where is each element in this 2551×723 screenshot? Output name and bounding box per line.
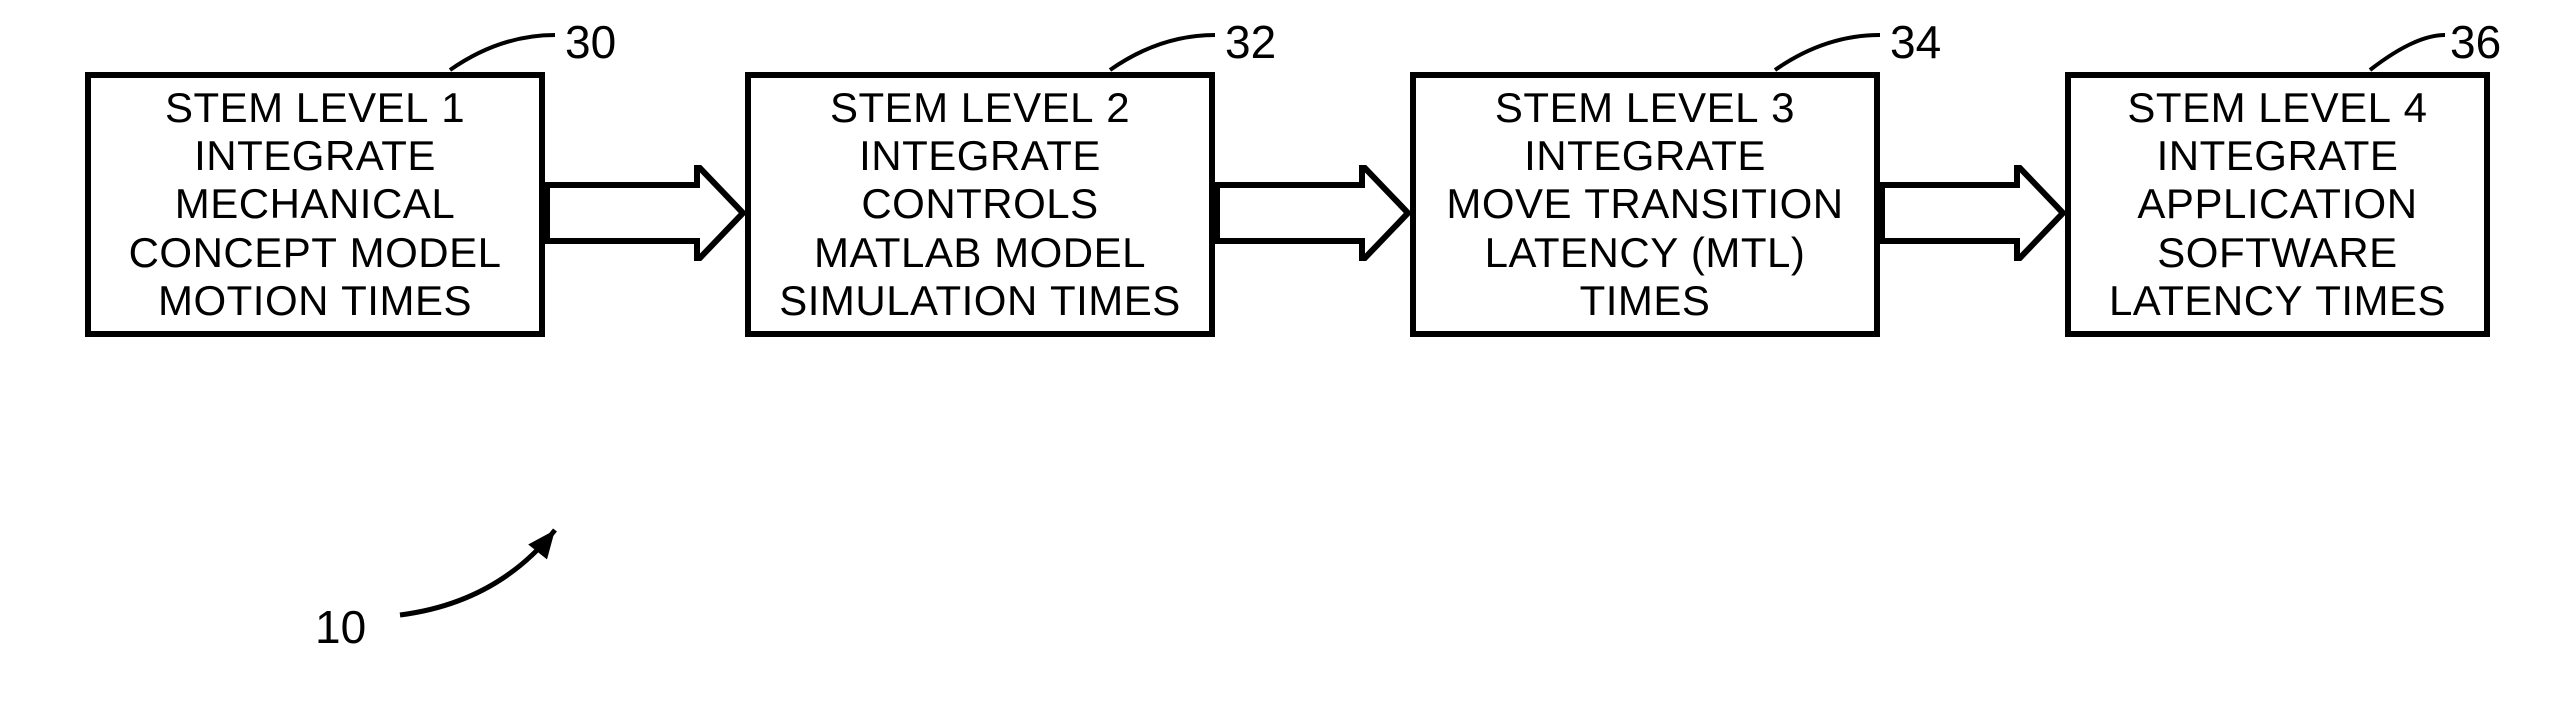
- callout-30: 30: [565, 15, 616, 69]
- flow-node-n2: STEM LEVEL 2INTEGRATECONTROLSMATLAB MODE…: [745, 72, 1215, 337]
- reference-label-10: 10: [315, 600, 366, 654]
- callout-leader-32: [1105, 30, 1220, 75]
- flow-node-n4: STEM LEVEL 4INTEGRATEAPPLICATIONSOFTWARE…: [2065, 72, 2490, 337]
- flow-node-n1: STEM LEVEL 1INTEGRATEMECHANICALCONCEPT M…: [85, 72, 545, 337]
- reference-arrow-10: [390, 520, 580, 640]
- flow-arrow-1: [545, 165, 745, 261]
- flow-arrow-2: [1215, 165, 1410, 261]
- flow-node-text-n3: STEM LEVEL 3INTEGRATEMOVE TRANSITIONLATE…: [1446, 84, 1843, 325]
- flow-node-n3: STEM LEVEL 3INTEGRATEMOVE TRANSITIONLATE…: [1410, 72, 1880, 337]
- diagram-canvas: STEM LEVEL 1INTEGRATEMECHANICALCONCEPT M…: [0, 0, 2551, 723]
- callout-36: 36: [2450, 15, 2501, 69]
- flow-arrow-3: [1880, 165, 2065, 261]
- flow-node-text-n4: STEM LEVEL 4INTEGRATEAPPLICATIONSOFTWARE…: [2109, 84, 2446, 325]
- callout-34: 34: [1890, 15, 1941, 69]
- callout-leader-34: [1770, 30, 1885, 75]
- flow-node-text-n1: STEM LEVEL 1INTEGRATEMECHANICALCONCEPT M…: [129, 84, 502, 325]
- callout-leader-30: [445, 30, 560, 75]
- callout-leader-36: [2365, 30, 2450, 75]
- flow-node-text-n2: STEM LEVEL 2INTEGRATECONTROLSMATLAB MODE…: [779, 84, 1181, 325]
- callout-32: 32: [1225, 15, 1276, 69]
